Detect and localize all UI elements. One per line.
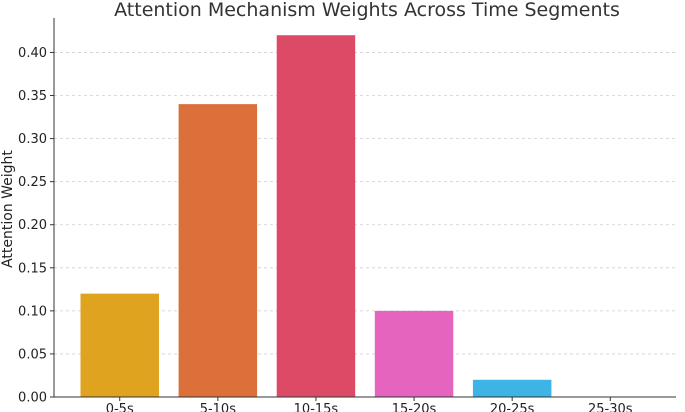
y-tick-label: 0.15 [18, 261, 47, 276]
bar-0-5s [80, 293, 159, 397]
x-tick-label: 0-5s [106, 402, 134, 412]
bar-5-10s [178, 104, 258, 398]
y-tick-label: 0.20 [18, 218, 47, 233]
chart-title: Attention Mechanism Weights Across Time … [114, 0, 620, 21]
x-tick-label: 15-20s [392, 402, 437, 412]
axes [53, 18, 676, 398]
y-axis-label: Attention Weight [0, 150, 16, 268]
x-tick-label: 20-25s [490, 402, 535, 412]
x-tick-label: 5-10s [200, 402, 237, 412]
y-tick-label: 0.05 [18, 347, 47, 362]
bar-15-20s [374, 310, 454, 397]
y-tick-label: 0.30 [18, 132, 47, 147]
bar-10-15s [276, 35, 356, 398]
y-tick-label: 0.00 [18, 391, 47, 406]
bars [80, 35, 552, 398]
bar-20-25s [472, 379, 552, 397]
x-tick-label: 25-30s [588, 402, 633, 412]
y-tick-label: 0.35 [18, 89, 47, 104]
x-tick-label: 10-15s [294, 402, 339, 412]
x-axis-ticks: 0-5s 5-10s 10-15s 15-20s 20-25s 25-30s [106, 397, 633, 412]
y-tick-label: 0.40 [18, 46, 47, 61]
y-axis-ticks: 0.00 0.05 0.10 0.15 0.20 0.25 0.30 0.35 0.40 [18, 46, 54, 406]
y-tick-label: 0.10 [18, 304, 47, 319]
y-tick-label: 0.25 [18, 175, 47, 190]
